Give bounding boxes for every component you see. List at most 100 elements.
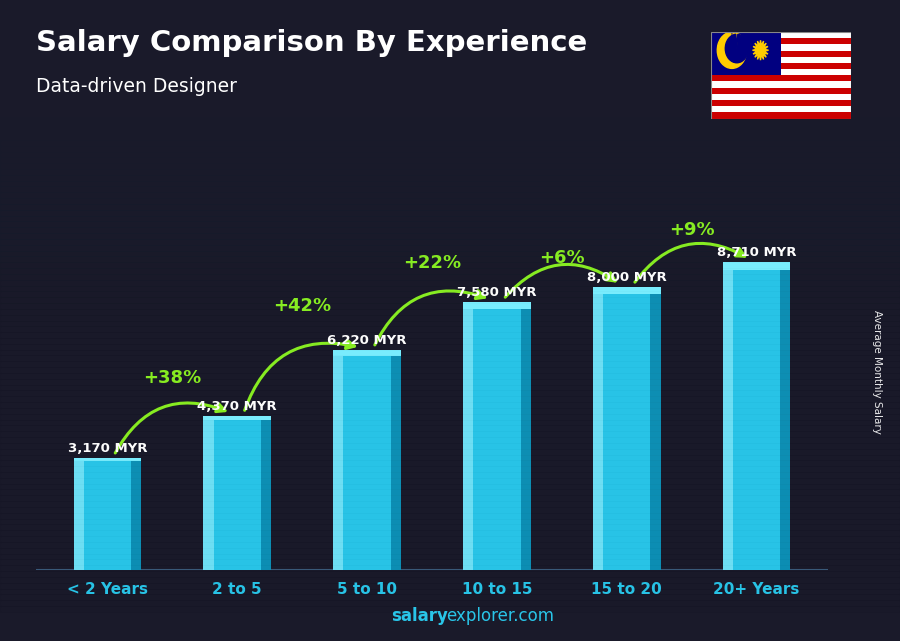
Bar bbox=[0, 187, 900, 192]
Bar bbox=[0, 530, 900, 536]
Bar bbox=[0, 385, 900, 390]
Bar bbox=[0, 105, 900, 111]
Bar bbox=[0, 245, 900, 251]
Bar bbox=[780, 262, 790, 570]
Bar bbox=[711, 32, 850, 38]
Bar bbox=[0, 588, 900, 594]
Polygon shape bbox=[752, 40, 769, 60]
Bar bbox=[593, 287, 661, 294]
Bar bbox=[0, 262, 900, 268]
Bar bbox=[0, 402, 900, 408]
Bar bbox=[0, 577, 900, 583]
Bar bbox=[0, 175, 900, 181]
Bar bbox=[0, 466, 900, 472]
Bar bbox=[0, 606, 900, 612]
Bar bbox=[711, 32, 781, 76]
Bar bbox=[0, 362, 900, 367]
Bar bbox=[711, 38, 850, 44]
Bar bbox=[711, 88, 850, 94]
Bar bbox=[0, 315, 900, 320]
Bar bbox=[0, 513, 900, 519]
Bar bbox=[74, 458, 141, 570]
Text: Data-driven Designer: Data-driven Designer bbox=[36, 77, 237, 96]
Bar bbox=[391, 350, 401, 570]
Bar bbox=[0, 460, 900, 466]
Bar bbox=[0, 309, 900, 315]
Bar bbox=[0, 285, 900, 292]
Bar bbox=[0, 181, 900, 187]
Bar bbox=[0, 484, 900, 490]
Bar bbox=[0, 426, 900, 431]
Bar bbox=[131, 458, 141, 570]
Bar bbox=[0, 326, 900, 332]
Bar bbox=[0, 256, 900, 262]
Bar bbox=[0, 47, 900, 53]
Bar bbox=[0, 344, 900, 349]
Bar bbox=[0, 490, 900, 495]
Text: salary: salary bbox=[392, 607, 448, 625]
Bar bbox=[0, 379, 900, 385]
Text: explorer.com: explorer.com bbox=[446, 607, 554, 625]
Bar bbox=[0, 449, 900, 454]
Text: +38%: +38% bbox=[143, 369, 202, 387]
Bar bbox=[0, 478, 900, 484]
Bar bbox=[0, 332, 900, 338]
Bar bbox=[0, 536, 900, 542]
Bar bbox=[0, 221, 900, 228]
Bar bbox=[203, 416, 271, 420]
Bar bbox=[0, 600, 900, 606]
Text: +6%: +6% bbox=[539, 249, 585, 267]
Bar bbox=[0, 338, 900, 344]
Bar bbox=[0, 554, 900, 560]
Bar bbox=[0, 140, 900, 146]
Bar bbox=[0, 134, 900, 140]
Bar bbox=[0, 35, 900, 41]
Bar bbox=[0, 408, 900, 413]
Bar bbox=[74, 458, 84, 570]
Bar bbox=[0, 583, 900, 588]
Bar bbox=[0, 542, 900, 548]
Bar bbox=[723, 262, 733, 570]
Text: 7,580 MYR: 7,580 MYR bbox=[457, 287, 536, 299]
Bar bbox=[0, 519, 900, 524]
Bar bbox=[0, 367, 900, 373]
Bar bbox=[711, 69, 850, 76]
Bar bbox=[0, 594, 900, 600]
Bar bbox=[0, 239, 900, 245]
Bar bbox=[0, 169, 900, 175]
Bar bbox=[711, 100, 850, 106]
Bar bbox=[0, 279, 900, 285]
Bar bbox=[0, 146, 900, 151]
Text: 6,220 MYR: 6,220 MYR bbox=[328, 335, 407, 347]
Bar bbox=[723, 262, 790, 270]
Bar bbox=[711, 51, 850, 57]
Bar bbox=[520, 302, 531, 570]
Bar bbox=[711, 63, 850, 69]
Bar bbox=[711, 94, 850, 100]
Bar bbox=[333, 350, 344, 570]
Bar bbox=[711, 112, 850, 119]
Bar bbox=[0, 437, 900, 443]
Bar bbox=[0, 192, 900, 198]
Bar bbox=[333, 350, 400, 570]
Bar bbox=[711, 57, 850, 63]
Bar bbox=[0, 390, 900, 396]
Bar bbox=[0, 268, 900, 274]
Text: 8,000 MYR: 8,000 MYR bbox=[587, 271, 667, 285]
Bar bbox=[0, 76, 900, 81]
Bar bbox=[0, 70, 900, 76]
Bar bbox=[0, 571, 900, 577]
Bar bbox=[0, 420, 900, 426]
Bar bbox=[203, 416, 213, 570]
Bar bbox=[0, 507, 900, 513]
Bar bbox=[0, 443, 900, 449]
Bar bbox=[0, 454, 900, 460]
Bar bbox=[0, 501, 900, 507]
Bar bbox=[0, 87, 900, 93]
Bar bbox=[464, 302, 531, 309]
Bar bbox=[0, 215, 900, 221]
Text: +9%: +9% bbox=[669, 221, 715, 238]
Bar bbox=[711, 106, 850, 112]
Bar bbox=[0, 431, 900, 437]
Bar bbox=[0, 53, 900, 58]
